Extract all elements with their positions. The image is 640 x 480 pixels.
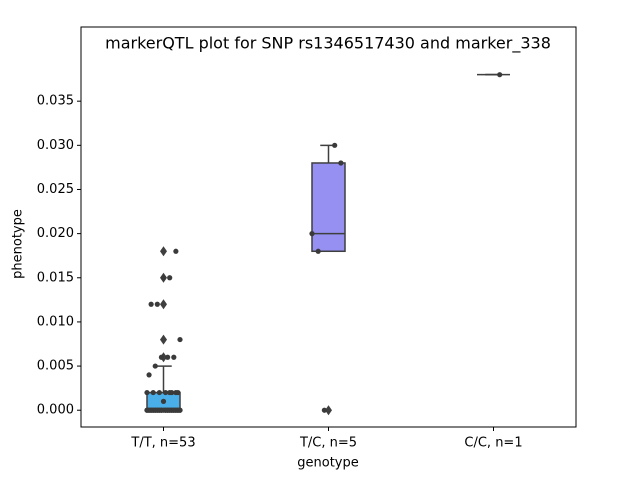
y-tick-label: 0.035	[37, 94, 74, 109]
data-point	[165, 407, 171, 413]
y-tick-label: 0.015	[37, 270, 74, 285]
outlier	[160, 299, 167, 310]
data-point	[158, 354, 165, 360]
data-point	[171, 354, 177, 360]
data-point	[156, 389, 162, 396]
data-point	[160, 398, 167, 404]
data-point	[173, 248, 179, 254]
data-point	[144, 389, 150, 396]
data-point	[167, 275, 173, 281]
y-tick-label: 0.000	[37, 403, 74, 418]
data-point	[332, 142, 338, 148]
outlier	[325, 405, 332, 416]
data-point	[150, 389, 156, 396]
y-tick-label: 0.005	[37, 359, 74, 374]
data-point	[309, 231, 315, 237]
data-point	[152, 363, 158, 369]
data-point	[154, 301, 160, 307]
y-tick-label: 0.020	[37, 226, 74, 241]
chart-title: markerQTL plot for SNP rs1346517430 and …	[105, 34, 551, 54]
x-axis-label: genotype	[297, 456, 358, 471]
box	[311, 162, 346, 253]
data-point	[175, 389, 181, 396]
data-point	[148, 301, 154, 307]
data-point	[165, 354, 171, 360]
y-axis-label: phenotype	[11, 209, 26, 279]
outlier	[160, 334, 167, 345]
data-point	[160, 275, 167, 281]
data-point	[338, 160, 344, 166]
y-tick-label: 0.025	[37, 182, 74, 197]
data-point	[315, 248, 321, 254]
data-point	[154, 407, 160, 413]
data-point	[158, 407, 165, 413]
outlier	[160, 246, 167, 257]
y-tick-label: 0.010	[37, 314, 74, 329]
x-tick-label: T/T, n=53	[130, 436, 195, 451]
data-point	[321, 407, 327, 413]
data-point	[162, 389, 169, 396]
data-point	[177, 407, 183, 413]
data-point	[146, 372, 152, 378]
x-tick-label: C/C, n=1	[464, 436, 522, 451]
data-point	[169, 389, 175, 396]
data-point	[148, 407, 154, 413]
data-point	[171, 407, 177, 413]
y-tick-label: 0.030	[37, 138, 74, 153]
x-tick-label: T/C, n=5	[299, 436, 357, 451]
data-point	[177, 336, 183, 343]
data-point	[497, 72, 503, 78]
